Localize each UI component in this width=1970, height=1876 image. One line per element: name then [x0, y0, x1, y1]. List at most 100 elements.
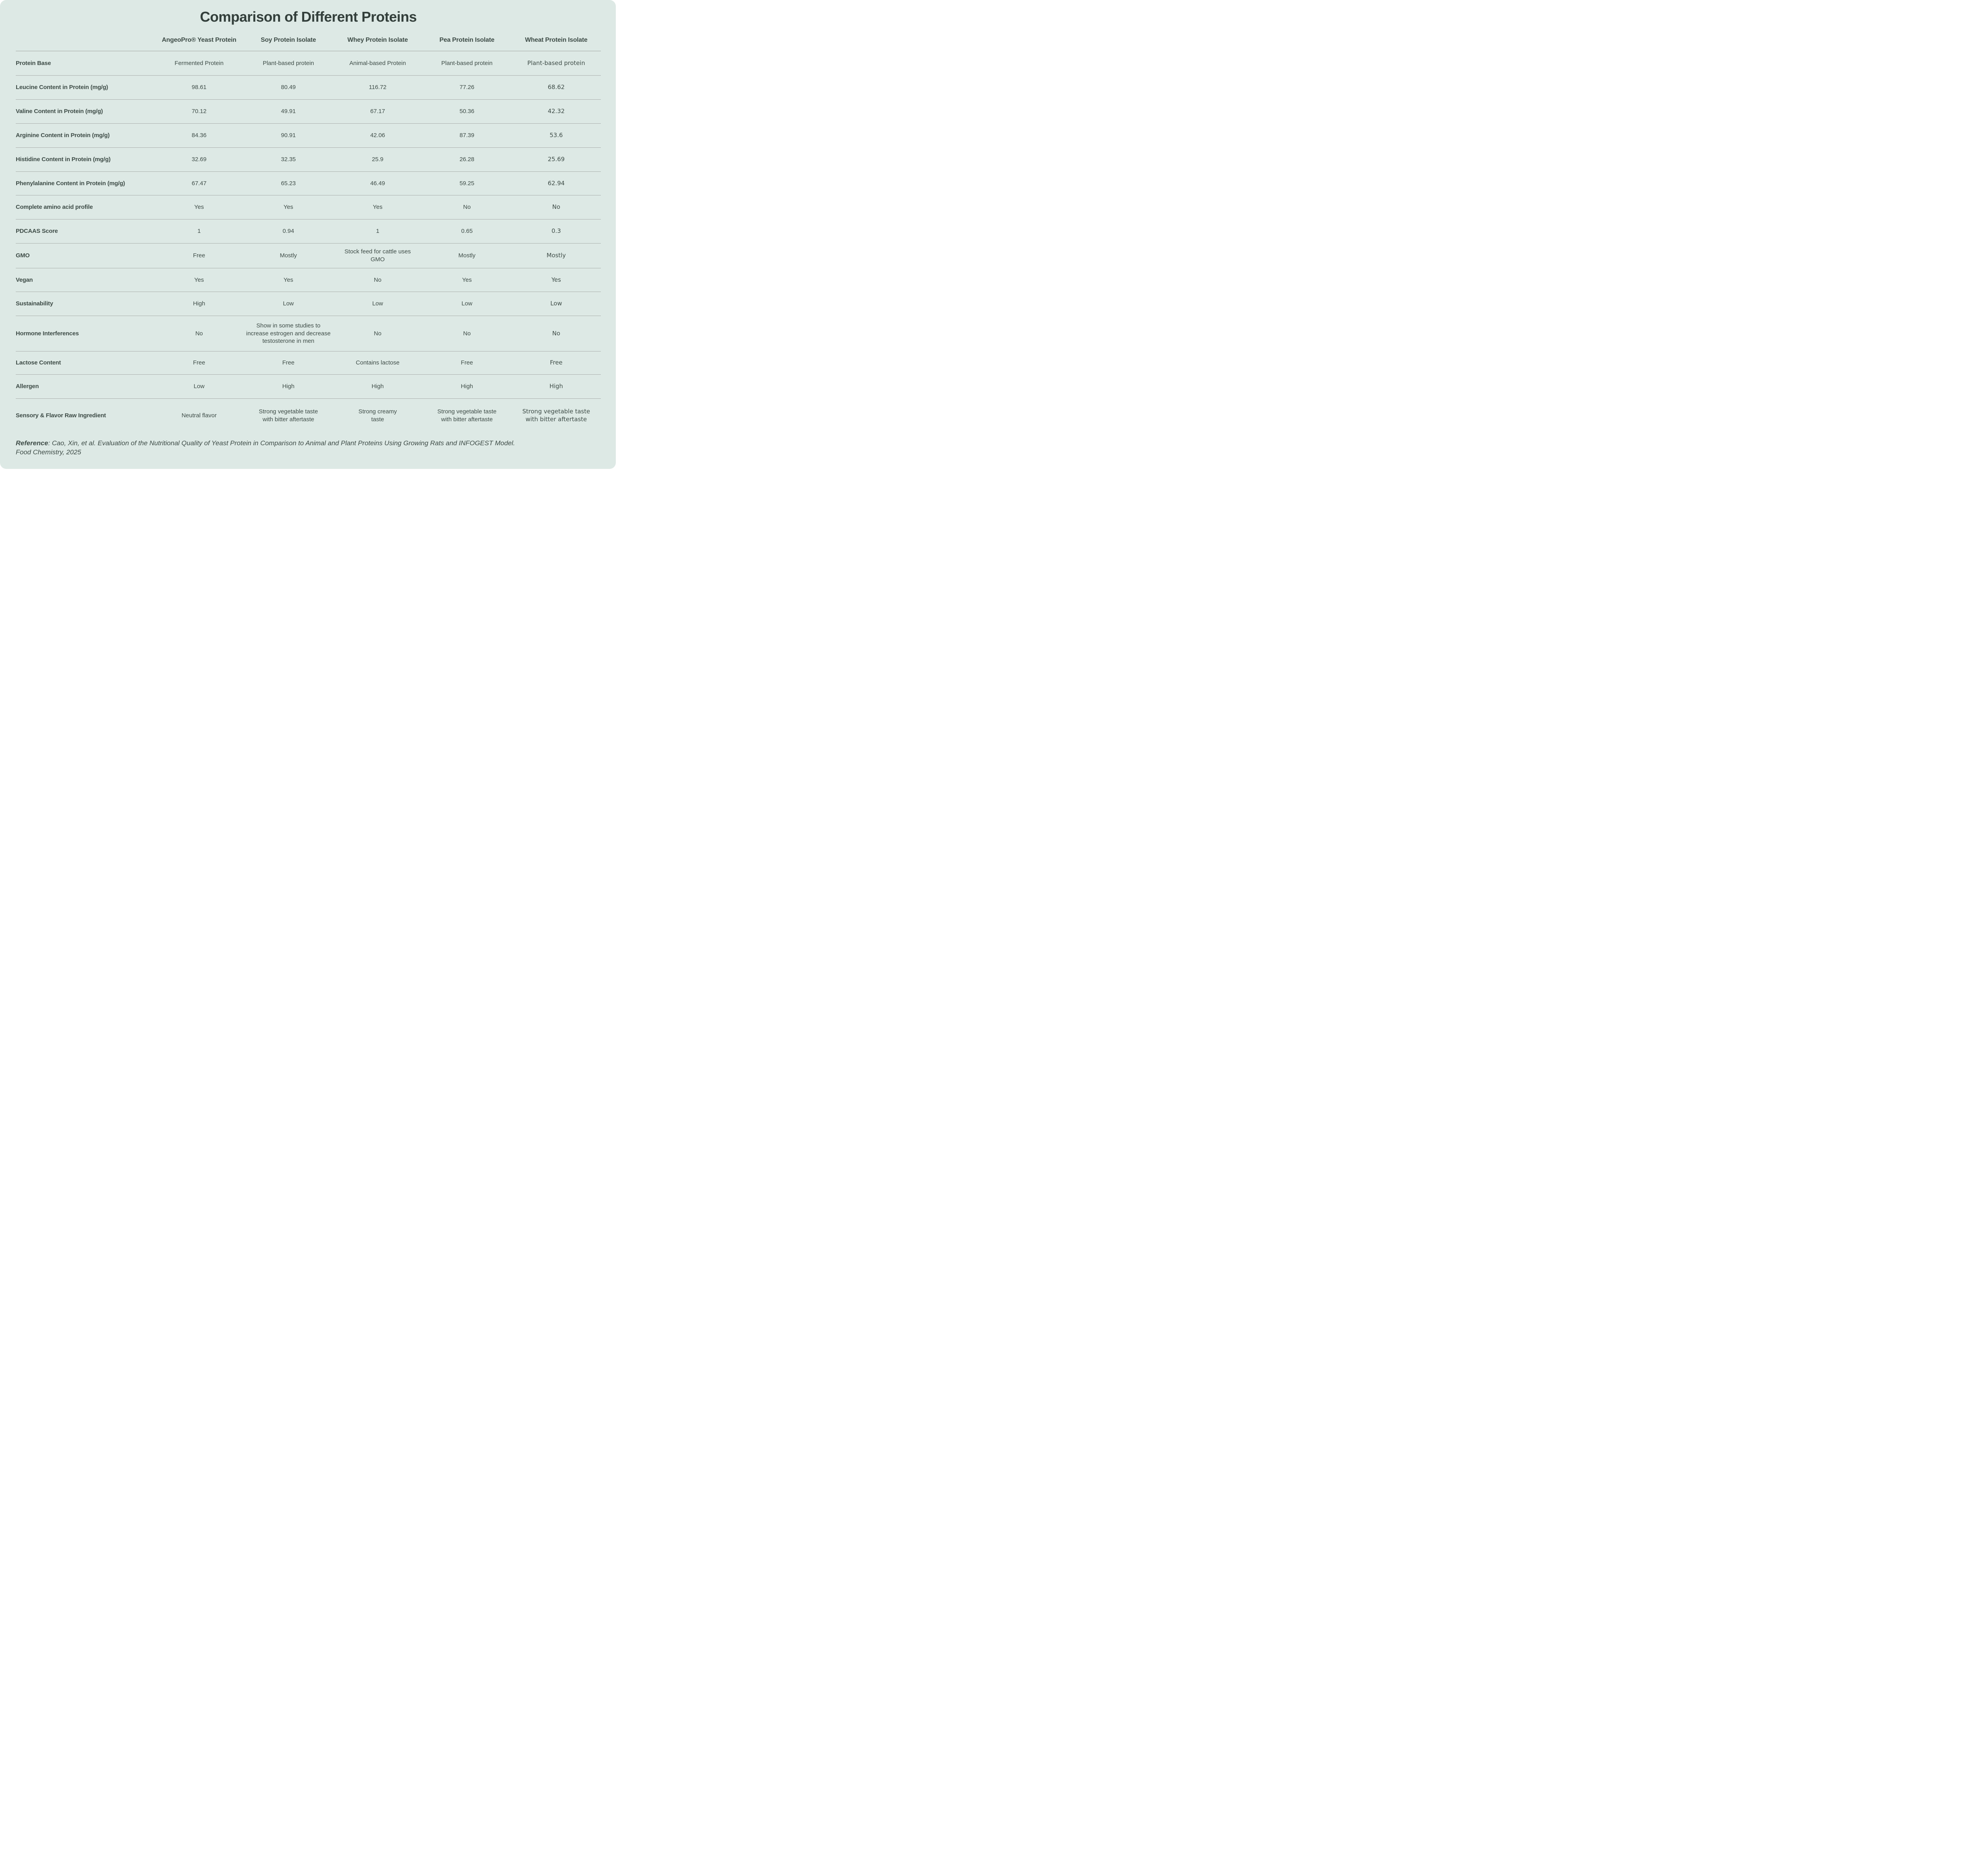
- cell-value: Free: [461, 359, 473, 366]
- cell-value: Free: [550, 359, 563, 366]
- row-label: Leucine Content in Protein (mg/g): [16, 84, 108, 91]
- table-row-sustainability: Sustainability High Low Low Low Low: [16, 292, 601, 316]
- cell-value: 0.65: [461, 228, 473, 235]
- cell-value: 80.49: [281, 84, 296, 91]
- table-row-leucine: Leucine Content in Protein (mg/g) 98.61 …: [16, 76, 601, 100]
- cell-value: High: [372, 383, 384, 390]
- cell-value: Free: [282, 359, 295, 366]
- cell-value: Yes: [462, 276, 472, 283]
- cell-value: No: [463, 204, 471, 211]
- cell-value: 65.23: [281, 180, 296, 187]
- cell-value: Yes: [551, 276, 561, 283]
- cell-value: Yes: [283, 204, 294, 211]
- cell-value: No: [552, 329, 560, 337]
- row-label: Lactose Content: [16, 359, 61, 366]
- cell-value: Strong vegetable taste with bitter after…: [522, 408, 590, 423]
- cell-value: Low: [550, 300, 562, 307]
- cell-value: Mostly: [458, 252, 476, 259]
- table-header-row: AngeoPro® Yeast Protein Soy Protein Isol…: [16, 31, 601, 51]
- cell-value: 42.32: [548, 108, 565, 115]
- row-label: Sustainability: [16, 300, 53, 307]
- row-label: Histidine Content in Protein (mg/g): [16, 156, 111, 163]
- table-row-sensory-flavor: Sensory & Flavor Raw Ingredient Neutral …: [16, 399, 601, 433]
- cell-value: 70.12: [191, 108, 207, 115]
- row-label: Vegan: [16, 276, 33, 283]
- cell-value: Contains lactose: [356, 359, 400, 366]
- cell-value: Yes: [194, 276, 204, 283]
- cell-value: 67.17: [370, 108, 385, 115]
- cell-value: Low: [461, 300, 472, 307]
- cell-value: Show in some studies to increase estroge…: [246, 322, 331, 345]
- cell-value: Mostly: [280, 252, 297, 259]
- reference-text: Cao, Xin, et al. Evaluation of the Nutri…: [52, 439, 515, 447]
- cell-value: 68.62: [548, 84, 565, 91]
- cell-value: 25.9: [372, 156, 384, 163]
- table-row-gmo: GMO Free Mostly Stock feed for cattle us…: [16, 244, 601, 268]
- cell-value: 84.36: [191, 132, 207, 139]
- cell-value: 32.35: [281, 156, 296, 163]
- row-label: Allergen: [16, 383, 39, 390]
- cell-value: Animal-based Protein: [349, 59, 406, 67]
- cell-value: 77.26: [459, 84, 474, 91]
- cell-value: Fermented Protein: [175, 59, 224, 67]
- table-row-histidine: Histidine Content in Protein (mg/g) 32.6…: [16, 148, 601, 172]
- reference-colon: :: [48, 439, 50, 447]
- row-label: Protein Base: [16, 59, 51, 67]
- row-label: Complete amino acid profile: [16, 204, 93, 211]
- row-label: Sensory & Flavor Raw Ingredient: [16, 412, 106, 419]
- table-row-complete-amino: Complete amino acid profile Yes Yes Yes …: [16, 195, 601, 219]
- table-row-protein-base: Protein Base Fermented Protein Plant-bas…: [16, 51, 601, 76]
- row-label: Phenylalanine Content in Protein (mg/g): [16, 180, 125, 187]
- cell-value: 116.72: [369, 84, 387, 91]
- column-header-wheat: Wheat Protein Isolate: [525, 36, 587, 43]
- table-row-lactose: Lactose Content Free Free Contains lacto…: [16, 351, 601, 375]
- cell-value: 50.36: [459, 108, 474, 115]
- reference: Reference: Cao, Xin, et al. Evaluation o…: [16, 439, 601, 457]
- cell-value: Plant-based protein: [262, 59, 314, 67]
- cell-value: 0.94: [282, 228, 294, 235]
- cell-value: 1: [197, 228, 201, 235]
- reference-text-line2: Food Chemistry, 2025: [16, 448, 81, 456]
- cell-value: 90.91: [281, 132, 296, 139]
- cell-value: 26.28: [459, 156, 474, 163]
- cell-value: Free: [193, 252, 205, 259]
- cell-value: Low: [193, 383, 205, 390]
- cell-value: 62.94: [548, 179, 565, 187]
- row-label: Valine Content in Protein (mg/g): [16, 108, 103, 115]
- cell-value: High: [461, 383, 473, 390]
- cell-value: 42.06: [370, 132, 385, 139]
- row-label: GMO: [16, 252, 30, 259]
- column-header-whey: Whey Protein Isolate: [347, 36, 408, 43]
- column-header-angeopro: AngeoPro® Yeast Protein: [162, 36, 236, 43]
- cell-value: 67.47: [191, 180, 207, 187]
- column-header-pea: Pea Protein Isolate: [439, 36, 494, 43]
- row-label: Hormone Interferences: [16, 330, 79, 337]
- cell-value: 25.69: [548, 156, 565, 163]
- cell-value: Mostly: [546, 252, 566, 259]
- cell-value: Yes: [283, 276, 294, 283]
- cell-value: 59.25: [459, 180, 474, 187]
- cell-value: No: [374, 276, 382, 283]
- page-title: Comparison of Different Proteins: [200, 9, 417, 25]
- header-spacer: [16, 39, 154, 42]
- cell-value: Stock feed for cattle uses GMO: [344, 248, 411, 263]
- comparison-card: Comparison of Different Proteins AngeoPr…: [0, 0, 616, 469]
- cell-value: 98.61: [191, 84, 207, 91]
- cell-value: Strong vegetable taste with bitter after…: [437, 408, 497, 423]
- cell-value: High: [193, 300, 205, 307]
- cell-value: Strong creamy taste: [358, 408, 397, 423]
- cell-value: 87.39: [459, 132, 474, 139]
- cell-value: 53.6: [549, 132, 563, 139]
- cell-value: 32.69: [191, 156, 207, 163]
- cell-value: Free: [193, 359, 205, 366]
- cell-value: Neutral flavor: [181, 412, 217, 419]
- cell-value: Plant-based protein: [527, 59, 585, 67]
- table-row-hormone-interferences: Hormone Interferences No Show in some st…: [16, 316, 601, 351]
- cell-value: Plant-based protein: [441, 59, 493, 67]
- reference-label: Reference: [16, 439, 48, 447]
- cell-value: Low: [283, 300, 294, 307]
- cell-value: Strong vegetable taste with bitter after…: [258, 408, 318, 423]
- column-header-soy: Soy Protein Isolate: [260, 36, 316, 43]
- cell-value: Low: [372, 300, 383, 307]
- table-row-phenylalanine: Phenylalanine Content in Protein (mg/g) …: [16, 172, 601, 195]
